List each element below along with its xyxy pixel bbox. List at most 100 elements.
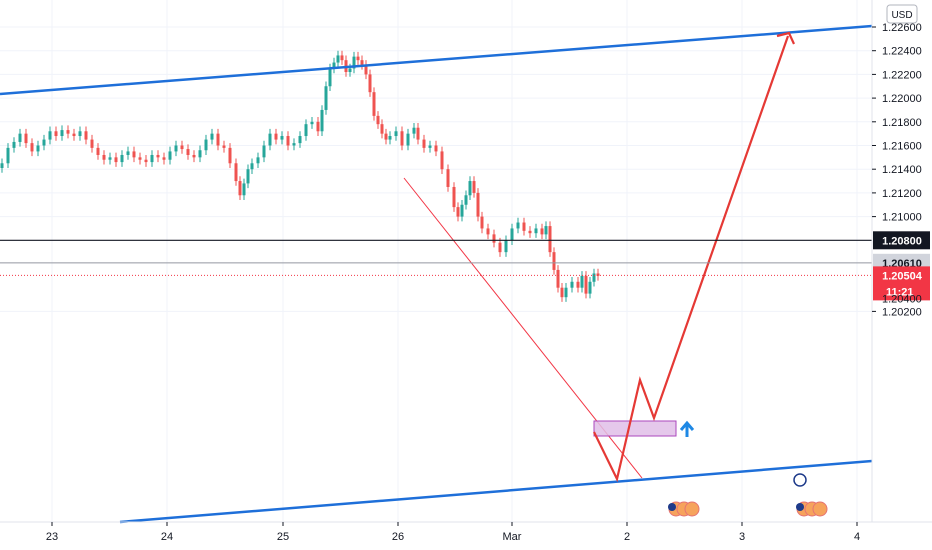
candle-body [174,145,178,152]
candle-body [416,127,420,140]
candle-body [12,141,16,148]
candle-body [584,275,588,294]
candle-body [596,273,600,276]
candle-body [186,149,190,155]
price-tick-label: 1.20400 [882,293,922,305]
candle-body [102,154,106,160]
candle-body [388,136,392,140]
events-icon[interactable] [668,473,828,517]
candle-body [446,169,450,187]
candle-body [552,252,556,270]
candle-body [168,151,172,160]
candle-body [570,281,574,288]
candle-body [36,145,40,152]
candle-body [460,204,464,217]
currency-label: USD [891,10,912,21]
up-arrow-icon [679,420,695,437]
candle-body [336,55,340,63]
candle-body [434,145,438,152]
time-tick-label: 2 [624,531,630,543]
candle-body [222,145,226,148]
candles [0,50,600,302]
candle-body [324,86,328,110]
candle-body [150,154,154,163]
candle-body [60,130,64,137]
candle-body [280,136,284,140]
candle-body [54,131,58,137]
candle-body [120,154,124,163]
price-tick-label: 1.21800 [882,117,922,129]
level-tag-label: 1.20800 [882,235,922,247]
candle-body [156,154,160,158]
candle-body [540,228,544,235]
price-tick-label: 1.21200 [882,188,922,200]
candle-body [234,163,238,182]
candle-body [486,228,490,235]
candle-body [78,131,82,137]
candle-body [132,151,136,158]
time-axis: 23 24 25 26 Mar 2 3 4 [0,521,932,543]
candle-body [204,139,208,151]
candle-body [274,133,278,140]
candle-body [238,181,242,196]
projection-arrowhead [776,31,796,45]
candle-body [228,147,232,164]
candle-body [198,150,202,158]
candle-body [368,74,372,93]
candle-body [6,147,10,164]
currency-badge[interactable]: USD [886,4,918,24]
price-tick-label: 1.21000 [882,212,922,224]
price-tick-label: 1.22200 [882,69,922,81]
candle-body [162,157,166,160]
candle-body [24,133,28,144]
candle-body [66,130,70,134]
candle-body [472,181,476,193]
current-price-label: 1.20504 [882,270,923,282]
candle-body [246,169,250,184]
candle-body [242,183,246,196]
candle-body [216,133,220,146]
candle-body [256,157,260,164]
candle-body [304,124,308,137]
candle-body [576,281,580,288]
candle-body [72,133,76,137]
candle-body [452,186,456,208]
current-price-tag [873,266,930,301]
candle-body [464,195,468,205]
price-tick-label: 1.22400 [882,46,922,58]
candle-body [492,234,496,243]
candle-body [510,228,514,241]
candle-body [298,136,302,144]
candle-body [480,216,484,229]
time-tick-label: 23 [46,531,58,543]
candle-body [192,154,196,158]
candle-body [320,109,324,132]
price-tick-label: 1.20200 [882,306,922,318]
candle-body [126,151,130,155]
candle-body [376,115,380,125]
candle-body [316,121,320,132]
candle-body [412,127,416,134]
candle-body [328,68,332,87]
drawings [0,24,873,524]
candle-body [528,230,532,234]
candle-body [564,287,568,298]
upper-channel-line [0,24,873,96]
price-axis: 1.22600 1.22400 1.22200 1.22000 1.21800 1.216… [871,0,922,522]
candle-body [340,55,344,61]
candle-body [250,163,254,170]
candle-body [534,228,538,234]
candle-body [18,133,22,142]
time-tick-label: 4 [854,531,860,543]
price-tick-label: 1.21400 [882,164,922,176]
demand-zone [593,420,677,437]
candle-body [428,145,432,148]
candle-body [108,157,112,160]
candle-body [476,192,480,217]
candle-body [356,56,360,61]
candle-body [0,163,4,169]
candle-body [292,143,296,146]
candle-body [548,226,552,253]
